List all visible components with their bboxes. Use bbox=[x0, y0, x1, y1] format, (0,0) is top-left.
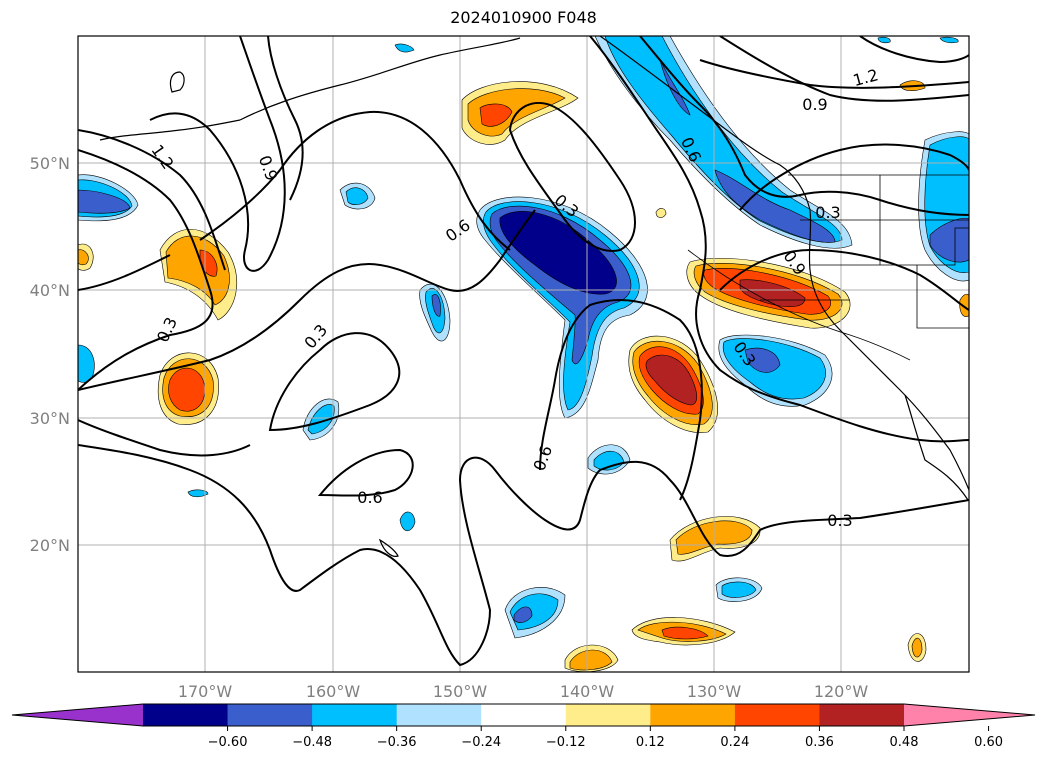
lat-label: 50°N bbox=[30, 154, 70, 173]
colorbar-segment bbox=[734, 704, 820, 726]
positive-anomaly-central-east bbox=[628, 335, 718, 433]
lon-label: 120°W bbox=[814, 682, 869, 701]
colorbar-segment bbox=[312, 704, 398, 726]
colorbar-tick-label: 0.36 bbox=[805, 735, 834, 750]
colorbar-segment bbox=[481, 704, 567, 726]
lon-label: 140°W bbox=[560, 682, 615, 701]
positive-anomaly-south bbox=[78, 80, 969, 672]
lat-label: 20°N bbox=[30, 536, 70, 555]
coastlines bbox=[99, 36, 969, 557]
map-title: 2024010900 F048 bbox=[450, 8, 597, 27]
lon-label: 160°W bbox=[306, 682, 361, 701]
longitude-labels: 170°W 160°W 150°W 140°W 130°W 120°W bbox=[178, 682, 869, 701]
colorbar-tick-label: 0.12 bbox=[636, 735, 665, 750]
contour-label: 0.3 bbox=[827, 511, 852, 530]
colorbar-segment bbox=[396, 704, 482, 726]
colorbar-extend-high bbox=[904, 704, 1035, 726]
colorbar-segment bbox=[819, 704, 905, 726]
contour-label: 0.6 bbox=[357, 488, 382, 507]
negative-anomaly-central bbox=[476, 196, 648, 419]
colorbar-outline bbox=[11, 703, 1036, 727]
positive-anomaly-aleutian bbox=[461, 81, 579, 145]
map-frame bbox=[77, 35, 970, 673]
lon-label: 130°W bbox=[687, 682, 742, 701]
colorbar-tick-label: 0.60 bbox=[974, 735, 1003, 750]
colorbar-extend-low bbox=[12, 704, 143, 726]
shaded-anomaly-fields bbox=[78, 36, 969, 672]
colorbar-tick-label: −0.36 bbox=[377, 735, 417, 750]
gridlines bbox=[78, 36, 969, 672]
latitude-labels: 50°N 40°N 30°N 20°N bbox=[30, 154, 70, 555]
negative-anomaly-coastal-band bbox=[594, 36, 969, 407]
lon-label: 150°W bbox=[433, 682, 488, 701]
colorbar-tick-label: 0.24 bbox=[720, 735, 749, 750]
negative-anomaly-small bbox=[78, 36, 959, 639]
colorbar-segment bbox=[227, 704, 313, 726]
colorbar-segment bbox=[565, 704, 651, 726]
contour-label: 0.3 bbox=[815, 203, 840, 222]
state-borders bbox=[687, 174, 969, 361]
colorbar-tick-label: −0.24 bbox=[461, 735, 501, 750]
contour-lines bbox=[78, 36, 969, 667]
colorbar-segment bbox=[143, 704, 229, 726]
colorbar-tick-label: −0.12 bbox=[546, 735, 586, 750]
colorbar-tick-label: 0.48 bbox=[890, 735, 919, 750]
positive-anomaly-california bbox=[686, 257, 851, 329]
positive-anomaly-southwest bbox=[157, 352, 219, 425]
lat-label: 40°N bbox=[30, 281, 70, 300]
lon-label: 170°W bbox=[178, 682, 233, 701]
colorbar-segment bbox=[650, 704, 736, 726]
colorbar-tick-label: −0.48 bbox=[292, 735, 332, 750]
lat-label: 30°N bbox=[30, 409, 70, 428]
colorbar-tick-label: −0.60 bbox=[208, 735, 248, 750]
contour-label: 0.9 bbox=[802, 95, 827, 114]
colorbar: −0.60 −0.48 −0.36 −0.24 −0.12 0.12 0.24 0.36 0.4… bbox=[11, 703, 1036, 750]
